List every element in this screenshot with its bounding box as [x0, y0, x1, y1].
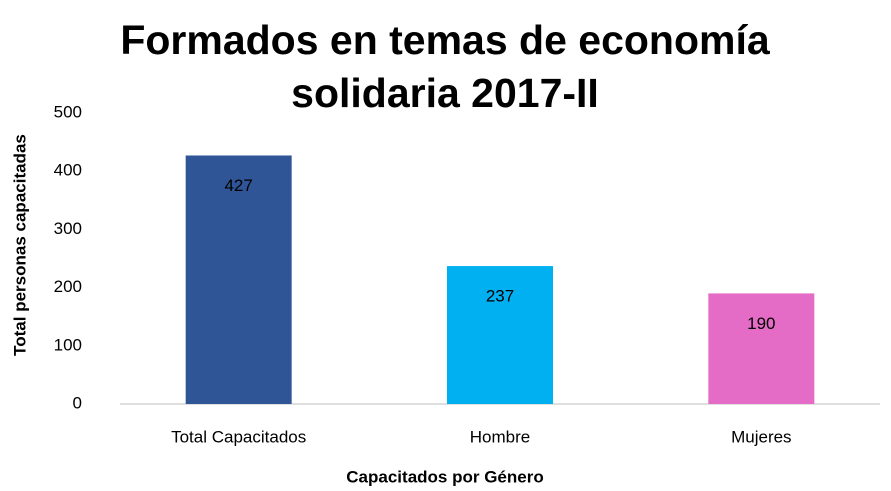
x-tick-label: Total Capacitados	[171, 427, 306, 446]
y-axis-title: Total personas capacitadas	[10, 134, 29, 356]
y-tick-label: 200	[54, 277, 82, 296]
x-axis-title: Capacitados por Género	[346, 467, 543, 486]
y-tick-label: 400	[54, 161, 82, 180]
x-tick-label: Mujeres	[731, 427, 791, 446]
y-tick-label: 300	[54, 219, 82, 238]
x-tick-label: Hombre	[470, 427, 530, 446]
y-tick-label: 500	[54, 102, 82, 121]
data-label: 237	[486, 287, 514, 306]
bar	[185, 155, 292, 404]
data-label: 427	[224, 176, 252, 195]
chart-title: Formados en temas de economía solidaria …	[120, 17, 770, 116]
y-tick-label: 100	[54, 335, 82, 354]
bar	[447, 266, 553, 404]
y-tick-label: 0	[73, 393, 82, 412]
data-label: 190	[747, 314, 775, 333]
bar	[708, 293, 815, 404]
